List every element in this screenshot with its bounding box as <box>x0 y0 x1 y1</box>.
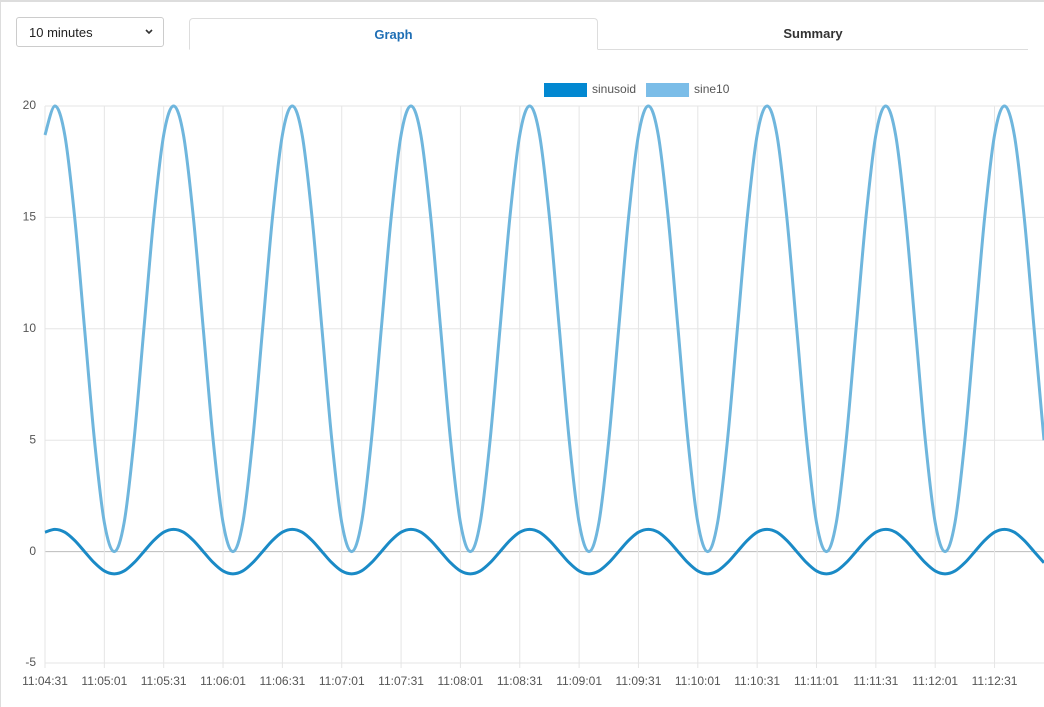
series-line <box>43 104 1044 554</box>
y-tick-label: 20 <box>23 98 37 112</box>
x-tick-label: 11:07:01 <box>319 674 365 688</box>
x-tick-label: 11:08:31 <box>497 674 543 688</box>
x-tick-label: 11:12:01 <box>912 674 958 688</box>
chevron <box>145 29 153 35</box>
x-tick-label: 11:10:31 <box>734 674 780 688</box>
x-tick-label: 11:12:31 <box>972 674 1018 688</box>
range-select-label: 10 minutes <box>29 25 93 40</box>
y-tick-label: 5 <box>29 432 36 446</box>
x-tick-label: 11:11:01 <box>794 674 839 688</box>
x-tick-label: 11:05:01 <box>81 674 127 688</box>
series-line <box>44 527 1044 576</box>
x-tick-label: 11:11:31 <box>853 674 898 688</box>
legend-label: sinusoid <box>592 82 636 96</box>
x-tick-label: 11:07:31 <box>378 674 424 688</box>
x-tick-label: 11:09:31 <box>616 674 662 688</box>
tab-line <box>190 49 1028 50</box>
x-tick-label: 11:06:01 <box>200 674 246 688</box>
tab-graph[interactable]: Graph <box>189 18 598 50</box>
x-tick-label: 11:04:31 <box>22 674 68 688</box>
x-tick-label: 11:06:31 <box>259 674 305 688</box>
y-tick-label: 15 <box>23 210 37 224</box>
tab-summary[interactable]: Summary <box>783 26 843 41</box>
x-tick-label: 11:10:01 <box>675 674 721 688</box>
legend-label: sine10 <box>694 82 730 96</box>
legend-swatch <box>646 83 690 97</box>
x-tick-label: 11:05:31 <box>141 674 187 688</box>
y-tick-label: -5 <box>25 655 36 669</box>
y-tick-label: 10 <box>23 321 37 335</box>
legend-swatch <box>544 83 587 97</box>
range-select[interactable]: 10 minutes <box>16 17 164 47</box>
y-tick-label: 0 <box>29 544 36 558</box>
x-tick-label: 11:08:01 <box>438 674 484 688</box>
x-tick-label: 11:09:01 <box>556 674 602 688</box>
